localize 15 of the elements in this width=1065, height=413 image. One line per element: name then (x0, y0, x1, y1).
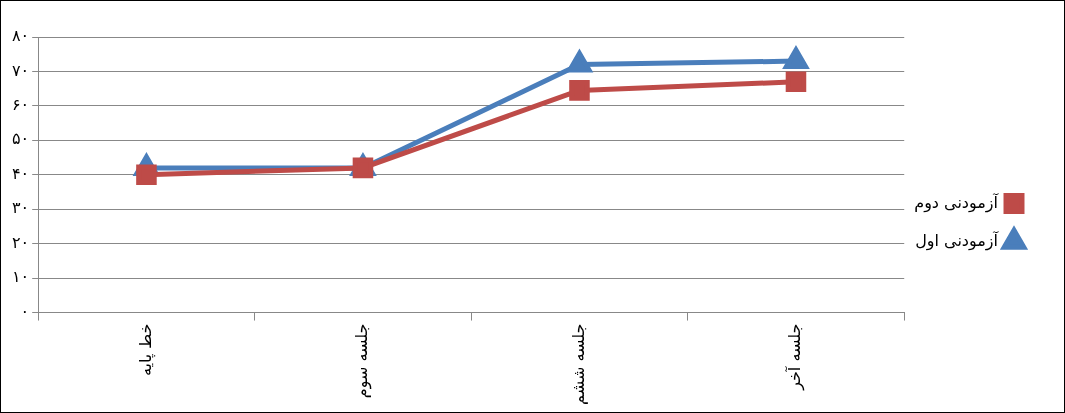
y-tick-label: ۷۰ (12, 60, 30, 80)
legend-label: آزمودنی دوم (914, 192, 1000, 213)
y-tick-label: ۲۰ (12, 232, 30, 252)
y-tick-label: ۰ (20, 301, 30, 321)
y-tick-label: ۳۰ (12, 198, 30, 218)
y-tick-label: ۶۰ (12, 95, 30, 115)
x-tick-label: جلسه آخر (785, 323, 806, 391)
y-tick-label: ۸۰ (12, 26, 30, 46)
y-tick-label: ۵۰ (12, 129, 30, 149)
x-tick-label: جلسه سوم (352, 323, 373, 399)
y-tick-label: ۴۰ (12, 163, 30, 183)
x-tick-label: خط پایه (135, 323, 156, 377)
legend-label: آزمودنی اول (915, 230, 1000, 251)
y-tick-label: ۱۰ (12, 267, 30, 287)
x-tick-label: جلسه ششم (568, 323, 588, 405)
